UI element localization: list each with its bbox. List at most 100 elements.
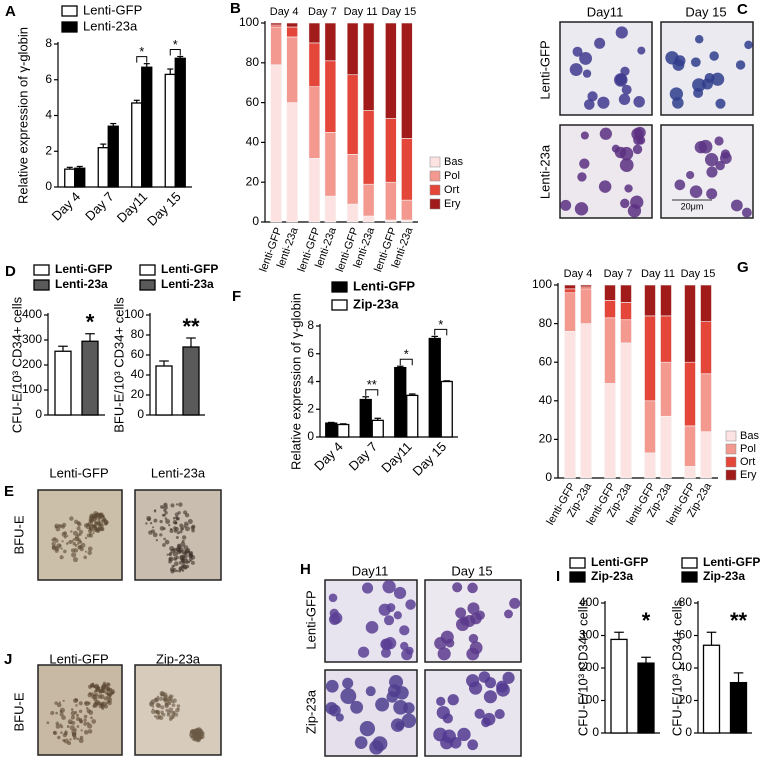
colony-cell	[163, 505, 168, 510]
colony-cell	[73, 548, 79, 553]
colony-cell	[159, 519, 163, 524]
bar	[406, 394, 419, 438]
bar	[174, 57, 186, 188]
colony-cell	[172, 516, 176, 520]
bar	[337, 423, 350, 438]
cell	[381, 647, 391, 658]
colony-cell	[160, 705, 165, 710]
y-tick-label: 100	[22, 382, 42, 396]
legend-swatch	[331, 299, 348, 311]
bar	[97, 147, 109, 188]
legend-swatch	[33, 279, 50, 291]
cell	[509, 597, 521, 609]
cell	[577, 172, 587, 182]
cell	[455, 607, 467, 619]
colony-cell	[91, 696, 94, 699]
colony-cell	[187, 519, 193, 525]
colony-cell	[74, 728, 77, 731]
colony-cell	[162, 697, 167, 702]
legend-swatch	[725, 456, 737, 468]
colony-cell	[90, 716, 93, 720]
y-tick-label: 6	[45, 72, 52, 86]
colony-cell	[174, 526, 179, 532]
y-tick-label: 0	[307, 429, 314, 443]
colony-cell	[91, 682, 95, 686]
colony-cell	[191, 729, 196, 734]
colony-cell	[177, 511, 181, 515]
cell	[582, 69, 592, 78]
legend-label: Lenti-GFP	[161, 262, 218, 276]
photos	[37, 21, 754, 757]
colony-cell	[92, 532, 95, 535]
cell	[436, 705, 450, 720]
colony-cell	[80, 720, 83, 724]
colony-cell	[87, 701, 91, 705]
bar	[164, 73, 176, 188]
colony-cell	[50, 711, 55, 715]
bar-segment	[362, 183, 375, 217]
colony-cell	[161, 713, 166, 717]
colony-cell	[168, 702, 172, 705]
colony-cell	[172, 551, 178, 557]
bar-segment	[684, 284, 696, 363]
colony-cell	[156, 695, 160, 699]
column-label: Lenti-GFP	[49, 651, 108, 666]
colony-cell	[76, 725, 80, 728]
bar-segment	[385, 181, 397, 221]
cell	[382, 580, 396, 594]
bar	[155, 365, 173, 416]
colony-cell	[74, 711, 78, 714]
colony-cell	[75, 704, 78, 707]
cell	[735, 60, 746, 70]
colony-cell	[186, 523, 189, 526]
colony-cell	[91, 719, 97, 724]
colony-cell	[104, 521, 109, 526]
cell	[620, 198, 630, 209]
cell	[365, 686, 376, 697]
bar-segment	[324, 195, 337, 223]
colony-cell	[184, 559, 189, 563]
colony-cell	[80, 542, 86, 548]
colony-cell	[155, 715, 160, 720]
y-tick-label: 20	[679, 693, 693, 707]
colony-cell	[69, 738, 72, 741]
colony-cell	[60, 725, 64, 729]
cell	[474, 708, 485, 719]
legend-label: Bas	[444, 156, 463, 168]
colony-cell	[145, 522, 148, 525]
bar-segment	[308, 86, 321, 159]
legend-swatch	[681, 557, 698, 569]
cell	[369, 740, 384, 755]
bar-segment	[286, 22, 298, 28]
colony-cell	[88, 528, 93, 534]
y-tick-label: 0	[685, 725, 692, 739]
colony-cell	[168, 694, 173, 698]
bar-segment	[346, 74, 359, 155]
group-label: Day 4	[270, 6, 299, 18]
colony-cell	[190, 560, 195, 565]
colony-cell	[57, 735, 61, 740]
cell	[594, 37, 606, 49]
legend-swatch	[725, 469, 737, 481]
bar-segment	[580, 284, 592, 288]
cell	[599, 127, 612, 140]
bar-segment	[308, 42, 321, 87]
legend-label: Lenti-GFP	[83, 2, 142, 17]
x-tick-label: Day 4	[49, 189, 84, 224]
cell	[389, 675, 404, 690]
cell	[572, 46, 583, 57]
significance-label: *	[438, 317, 443, 332]
colony-cell	[185, 564, 190, 569]
cell	[619, 158, 634, 172]
group-label: Day 7	[604, 268, 633, 280]
colony-cell	[93, 511, 98, 516]
colony-cell	[55, 724, 61, 729]
colony-cell	[106, 682, 111, 687]
cell	[689, 185, 703, 198]
y-tick-label: 2	[45, 143, 52, 157]
colony-cell	[174, 521, 177, 525]
colony-cell	[59, 709, 63, 713]
colony-cell	[164, 517, 168, 520]
y-tick-label: 0	[252, 214, 259, 228]
y-tick-label: 200	[579, 660, 599, 674]
